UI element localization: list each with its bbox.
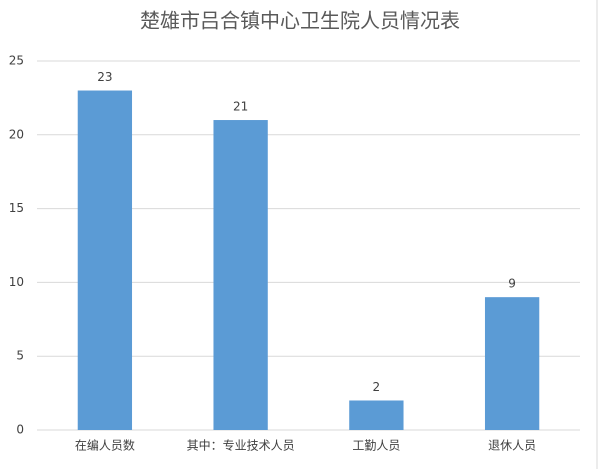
bar [213,120,268,430]
y-tick-label: 5 [16,349,24,363]
y-tick-label: 20 [9,127,24,141]
y-tick-label: 25 [9,54,24,68]
data-label: 21 [233,100,248,114]
x-tick-label: 工勤人员 [352,439,400,453]
y-tick-label: 10 [9,275,24,289]
chart-title: 楚雄市吕合镇中心卫生院人员情况表 [140,9,460,33]
y-tick-label: 15 [9,201,24,215]
x-tick-label: 其中：专业技术人员 [187,438,295,453]
x-tick-label: 在编人员数 [75,438,135,453]
x-tick-label: 退休人员 [488,439,536,453]
bar [349,400,404,430]
bar [77,90,133,431]
data-label: 9 [508,277,516,291]
y-tick-label: 0 [16,423,24,437]
data-label: 2 [373,380,381,394]
bar [484,297,540,430]
data-label: 23 [97,70,112,84]
